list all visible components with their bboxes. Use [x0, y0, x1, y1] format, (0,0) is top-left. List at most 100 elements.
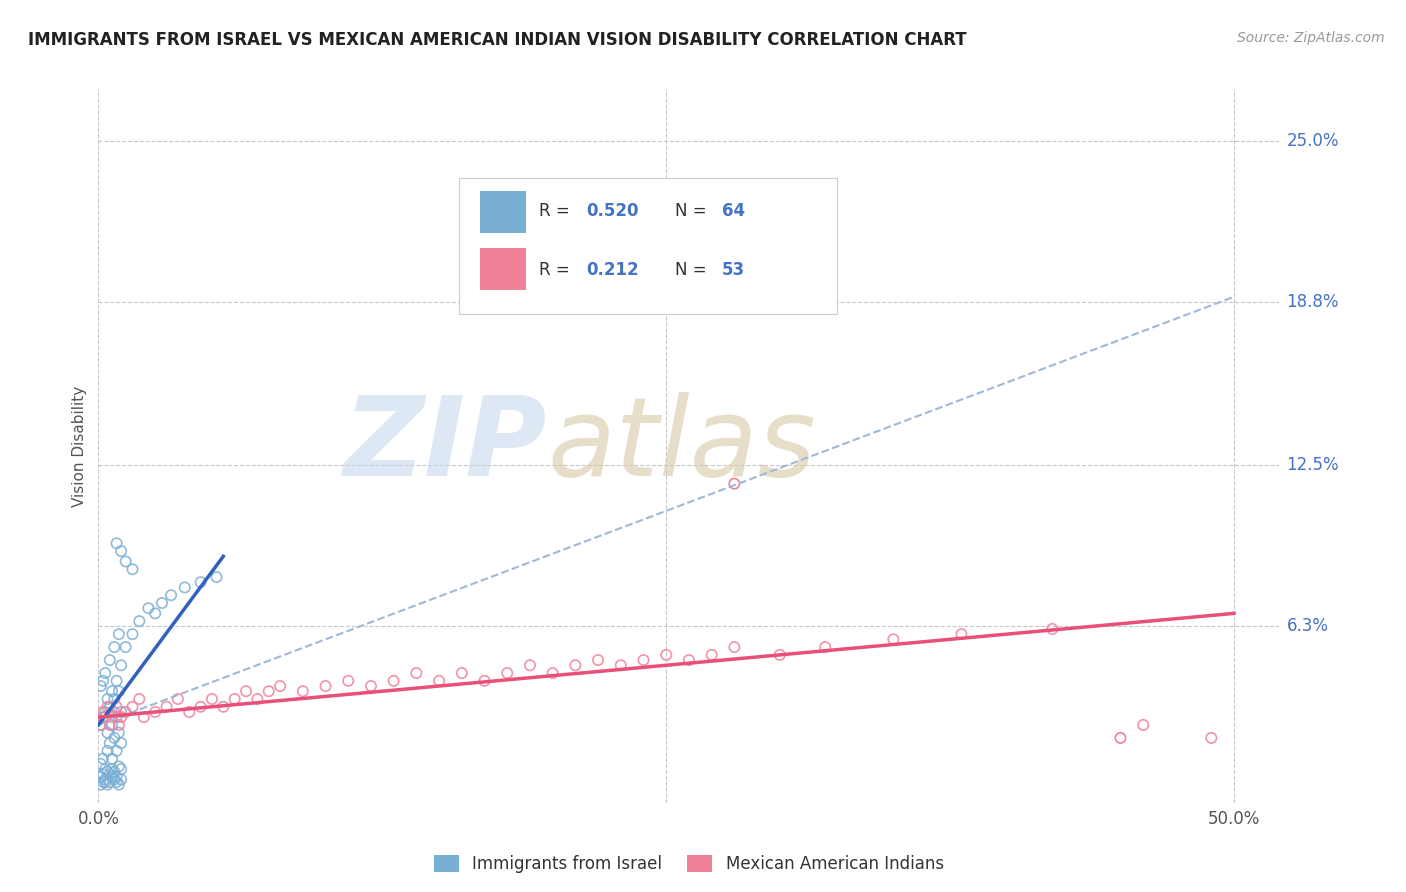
Point — [98, 718, 121, 732]
Point — [105, 673, 128, 688]
Point — [103, 692, 125, 706]
Point — [103, 764, 125, 779]
Point — [114, 554, 136, 568]
Point — [96, 764, 118, 779]
Text: N =: N = — [675, 202, 711, 219]
Point — [201, 692, 224, 706]
Point — [91, 767, 114, 781]
Point — [205, 570, 228, 584]
Text: 18.8%: 18.8% — [1286, 293, 1339, 311]
Point — [96, 778, 118, 792]
Point — [143, 607, 166, 621]
Point — [269, 679, 291, 693]
Point — [108, 718, 131, 732]
Text: R =: R = — [538, 202, 575, 219]
Point — [128, 614, 150, 628]
FancyBboxPatch shape — [458, 178, 837, 314]
Point — [91, 775, 114, 789]
Point — [723, 476, 745, 491]
Point — [450, 666, 472, 681]
Y-axis label: Vision Disability: Vision Disability — [72, 385, 87, 507]
Point — [91, 710, 114, 724]
Point — [167, 692, 190, 706]
Point — [103, 772, 125, 787]
Point — [101, 684, 124, 698]
Point — [110, 736, 132, 750]
Point — [96, 692, 118, 706]
Text: N =: N = — [675, 260, 711, 278]
Point — [121, 562, 143, 576]
Point — [114, 705, 136, 719]
Text: IMMIGRANTS FROM ISRAEL VS MEXICAN AMERICAN INDIAN VISION DISABILITY CORRELATION : IMMIGRANTS FROM ISRAEL VS MEXICAN AMERIC… — [28, 31, 967, 49]
Point — [723, 640, 745, 654]
Point — [90, 718, 112, 732]
Point — [246, 692, 269, 706]
Point — [315, 679, 337, 693]
Point — [91, 673, 114, 688]
Point — [114, 640, 136, 654]
Point — [101, 770, 124, 784]
Point — [91, 752, 114, 766]
Point — [90, 756, 112, 771]
Point — [108, 778, 131, 792]
Point — [105, 770, 128, 784]
Point — [94, 705, 117, 719]
Text: 25.0%: 25.0% — [1286, 132, 1339, 150]
Point — [155, 699, 177, 714]
Point — [94, 762, 117, 776]
Point — [427, 673, 450, 688]
Point — [101, 718, 124, 732]
Point — [950, 627, 973, 641]
Point — [474, 673, 496, 688]
Point — [769, 648, 792, 662]
Point — [882, 632, 904, 647]
Point — [138, 601, 160, 615]
Text: 12.5%: 12.5% — [1286, 457, 1339, 475]
Point — [101, 752, 124, 766]
Point — [90, 770, 112, 784]
Point — [655, 648, 678, 662]
Point — [143, 705, 166, 719]
Point — [121, 627, 143, 641]
Text: atlas: atlas — [547, 392, 815, 500]
Point — [814, 640, 837, 654]
Point — [700, 648, 723, 662]
Text: Source: ZipAtlas.com: Source: ZipAtlas.com — [1237, 31, 1385, 45]
Point — [108, 759, 131, 773]
Point — [382, 673, 405, 688]
FancyBboxPatch shape — [479, 191, 526, 234]
FancyBboxPatch shape — [479, 248, 526, 291]
Point — [121, 699, 143, 714]
Text: 53: 53 — [723, 260, 745, 278]
Point — [291, 684, 314, 698]
Legend: Immigrants from Israel, Mexican American Indians: Immigrants from Israel, Mexican American… — [427, 848, 950, 880]
Point — [541, 666, 564, 681]
Point — [1040, 622, 1063, 636]
Point — [101, 710, 124, 724]
Point — [633, 653, 655, 667]
Point — [257, 684, 280, 698]
Point — [190, 699, 212, 714]
Point — [108, 627, 131, 641]
Point — [212, 699, 235, 714]
Point — [94, 775, 117, 789]
Point — [108, 684, 131, 698]
Point — [179, 705, 201, 719]
Point — [1201, 731, 1223, 745]
Point — [105, 710, 128, 724]
Point — [224, 692, 246, 706]
Point — [110, 762, 132, 776]
Point — [405, 666, 427, 681]
Point — [150, 596, 173, 610]
Point — [128, 692, 150, 706]
Point — [360, 679, 382, 693]
Point — [110, 705, 132, 719]
Point — [160, 588, 183, 602]
Point — [519, 658, 541, 673]
Point — [98, 775, 121, 789]
Point — [94, 666, 117, 681]
Text: 0.212: 0.212 — [586, 260, 638, 278]
Point — [91, 705, 114, 719]
Point — [110, 710, 132, 724]
Text: R =: R = — [538, 260, 575, 278]
